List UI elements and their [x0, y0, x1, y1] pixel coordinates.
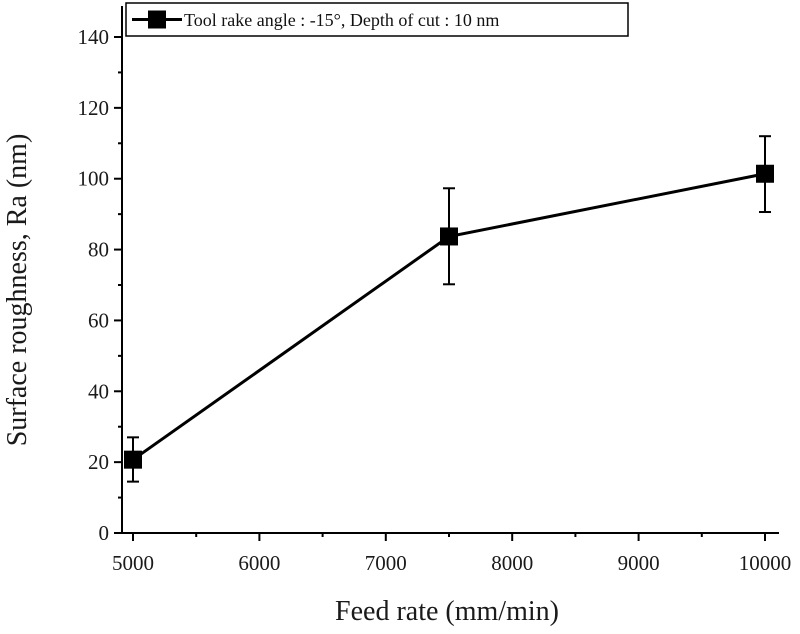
x-tick-label: 9000 [618, 551, 660, 575]
plot-area [124, 135, 774, 483]
y-tick-label: 80 [88, 238, 109, 262]
legend: Tool rake angle : -15°, Depth of cut : 1… [125, 2, 629, 37]
x-tick-label: 8000 [491, 551, 533, 575]
y-tick-label: 40 [88, 379, 109, 403]
legend-label: Tool rake angle : -15°, Depth of cut : 1… [184, 10, 499, 30]
y-tick-label: 120 [78, 96, 110, 120]
x-tick-label: 10000 [739, 551, 792, 575]
y-tick-label: 100 [78, 167, 110, 191]
legend-box [125, 2, 629, 37]
legend-marker-sample [148, 10, 166, 29]
x-tick-label: 6000 [238, 551, 280, 575]
x-axis-title: Feed rate (mm/min) [335, 596, 559, 627]
x-tick-label: 7000 [365, 551, 407, 575]
y-tick-label: 20 [88, 450, 109, 474]
axes [121, 6, 779, 534]
data-point-marker [124, 450, 142, 469]
x-tick-label: 5000 [112, 551, 154, 575]
y-tick-label: 60 [88, 308, 109, 332]
data-point-marker [756, 164, 774, 183]
y-tick-label: 140 [78, 25, 110, 49]
ticks: 0 20 40 60 80 100 120 140 5000 6000 7000 8000 9000 10… [78, 25, 792, 575]
y-tick-label: 0 [99, 521, 110, 545]
data-point-marker [440, 227, 458, 246]
y-axis-title: Surface roughness, Ra (nm) [2, 134, 33, 447]
